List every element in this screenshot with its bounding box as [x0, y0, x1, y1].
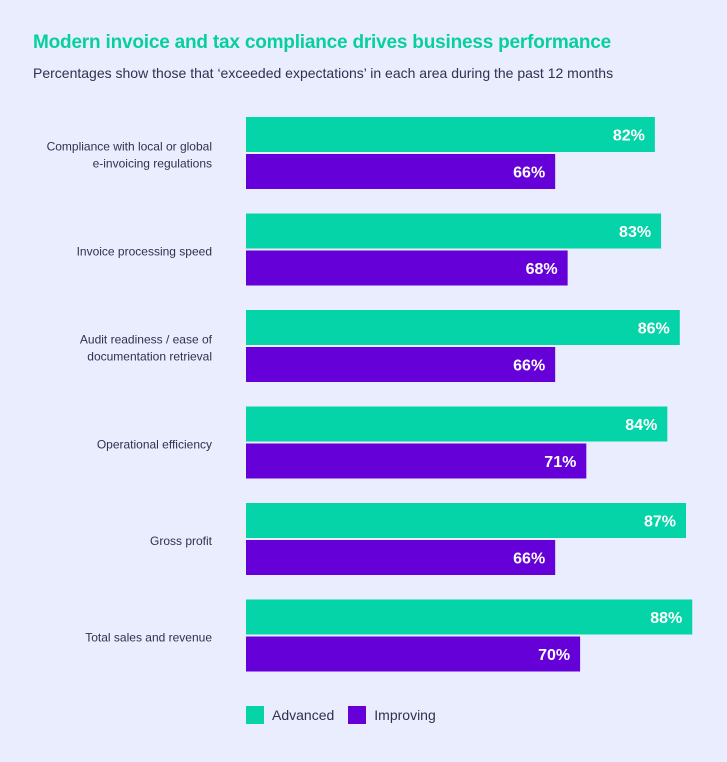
data-label: 66% — [513, 165, 545, 182]
bar-improving — [246, 250, 568, 286]
data-label: 66% — [513, 358, 545, 375]
bar-improving — [246, 540, 556, 575]
data-label: 87% — [644, 514, 676, 531]
bar-improving — [246, 443, 587, 479]
bar-advanced — [246, 117, 655, 152]
bar-advanced — [246, 503, 687, 538]
chart-subtitle: Percentages show those that ‘exceeded ex… — [33, 65, 614, 81]
data-label: 70% — [538, 647, 570, 664]
legend-item-improving: Improving — [348, 706, 436, 724]
category-label: Audit readiness / ease of — [80, 333, 213, 347]
data-label: 71% — [544, 454, 576, 471]
legend-label-advanced: Advanced — [272, 707, 335, 723]
data-label: 84% — [625, 417, 657, 434]
category-label: e-invoicing regulations — [93, 157, 212, 171]
bar-improving — [246, 347, 556, 382]
data-label: 68% — [526, 261, 558, 278]
data-label: 82% — [613, 128, 645, 145]
category-label: Operational efficiency — [97, 438, 212, 452]
legend-swatch-improving — [348, 706, 367, 724]
category-label: Gross profit — [150, 534, 213, 548]
bar-advanced — [246, 406, 668, 442]
legend-label-improving: Improving — [374, 707, 436, 723]
data-label: 88% — [650, 610, 682, 627]
legend: Advanced Improving — [246, 706, 450, 724]
legend-item-advanced: Advanced — [246, 706, 334, 724]
data-label: 86% — [638, 321, 670, 338]
category-label: documentation retrieval — [87, 350, 212, 364]
bar-advanced — [246, 213, 662, 249]
data-label: 83% — [619, 224, 651, 241]
data-label: 66% — [513, 551, 545, 568]
chart-title: Modern invoice and tax compliance drives… — [33, 32, 612, 53]
bar-advanced — [246, 599, 693, 635]
category-label: Compliance with local or global — [47, 140, 212, 154]
legend-swatch-advanced — [246, 706, 264, 724]
bar-advanced — [246, 310, 680, 345]
bar-improving — [246, 154, 556, 189]
category-label: Total sales and revenue — [85, 631, 212, 645]
bar-improving — [246, 636, 581, 672]
category-label: Invoice processing speed — [77, 245, 212, 259]
